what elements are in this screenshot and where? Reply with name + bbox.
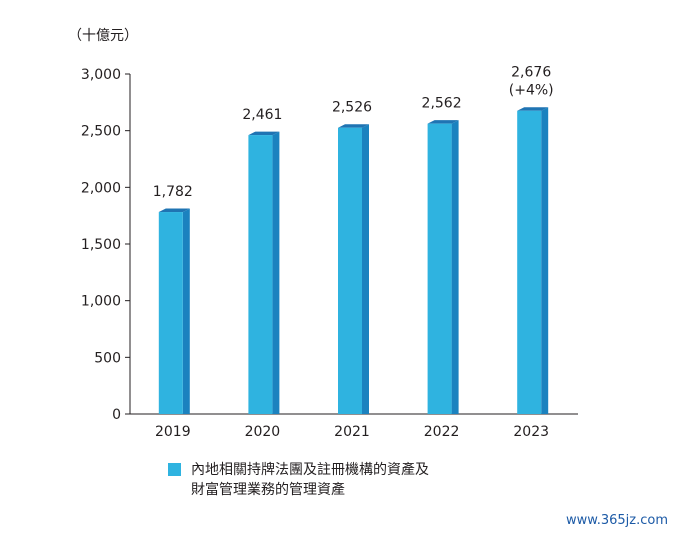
legend: 內地相關持牌法團及註冊機構的資產及 財富管理業務的管理資產 xyxy=(168,460,429,500)
data-labels: 1,782 2,461 2,526 2,562 2,676 (+4%) xyxy=(153,65,554,200)
bar xyxy=(427,123,452,414)
y-tick-label: 0 xyxy=(112,407,121,423)
y-tick-label: 1,000 xyxy=(81,294,121,310)
y-tick-label: 500 xyxy=(94,350,121,366)
x-tick-label: 2021 xyxy=(334,424,370,440)
data-label: 2,676 xyxy=(511,65,551,81)
data-label: 2,461 xyxy=(242,107,282,123)
bar-top xyxy=(427,120,459,124)
watermark: www.365jz.com xyxy=(566,513,668,528)
y-tick-label: 2,500 xyxy=(81,124,121,140)
change-label: (+4%) xyxy=(509,83,554,99)
bars xyxy=(158,107,549,414)
legend-text: 內地相關持牌法團及註冊機構的資產及 財富管理業務的管理資產 xyxy=(191,460,429,500)
legend-swatch xyxy=(168,463,181,476)
bar xyxy=(158,212,183,414)
unit-label: （十億元） xyxy=(68,28,138,44)
bar-side xyxy=(541,107,549,414)
bar-top xyxy=(158,208,190,213)
y-tick-label: 3,000 xyxy=(81,67,121,83)
bar-side xyxy=(362,124,369,414)
bar-top xyxy=(248,131,280,136)
x-tick-label: 2022 xyxy=(424,424,460,440)
axes: 0 500 1,000 1,500 2,000 2,500 3,000 2019 2020 202… xyxy=(81,67,578,440)
x-tick-label: 2020 xyxy=(245,424,281,440)
bar-top xyxy=(517,107,549,111)
legend-line-2: 財富管理業務的管理資產 xyxy=(191,482,345,498)
y-tick-label: 1,500 xyxy=(81,237,121,253)
bar-side xyxy=(182,208,190,414)
data-label: 2,526 xyxy=(332,100,372,116)
bar xyxy=(517,110,542,414)
bar-side xyxy=(451,120,459,414)
y-tick-label: 2,000 xyxy=(81,180,121,196)
x-tick-label: 2019 xyxy=(155,424,191,440)
legend-line-1: 內地相關持牌法團及註冊機構的資產及 xyxy=(191,462,429,478)
bar xyxy=(338,127,362,414)
x-tick-label: 2023 xyxy=(513,424,549,440)
data-label: 2,562 xyxy=(422,96,462,112)
bar-top xyxy=(338,124,369,128)
data-label: 1,782 xyxy=(153,184,193,200)
bar-side xyxy=(272,131,280,414)
bar xyxy=(248,135,273,414)
